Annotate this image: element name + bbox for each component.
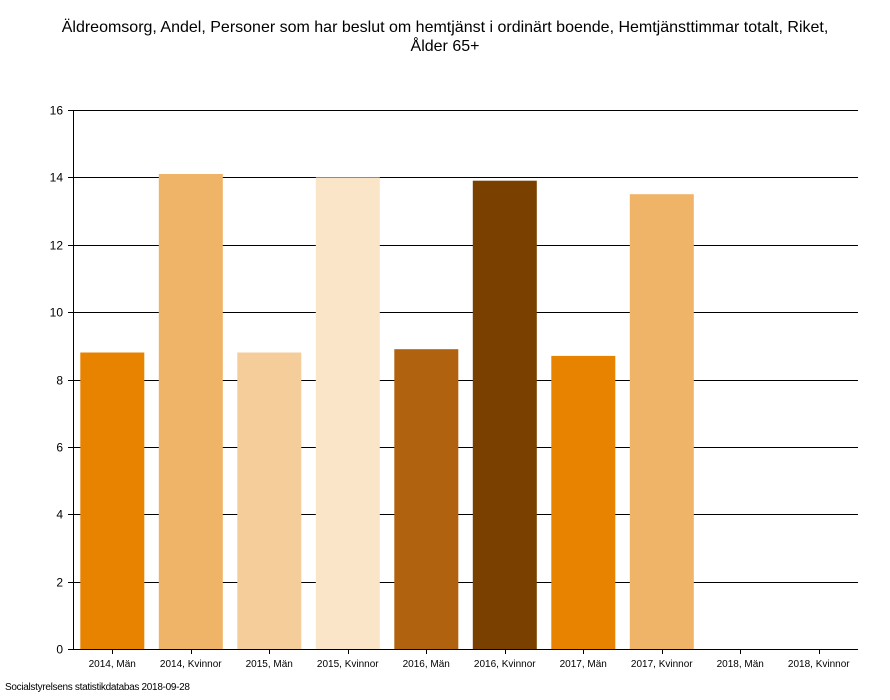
y-tick-label: 2 [56, 576, 63, 590]
x-tick-labels: 2014, Män 2014, Kvinnor 2015, Män 2015, Kvi… [89, 659, 851, 670]
y-tick-label: 0 [56, 643, 63, 657]
bar [80, 352, 145, 649]
bar [237, 352, 302, 649]
bar [158, 174, 223, 649]
chart-title-line-2: Ålder 65+ [410, 38, 480, 55]
y-tick-label: 16 [50, 104, 64, 118]
source-note: Socialstyrelsens statistikdatabas 2018-0… [5, 682, 190, 693]
bar [394, 349, 459, 649]
x-tick-label: 2016, Män [403, 659, 450, 670]
bars [80, 174, 694, 649]
chart-title-line-1: Äldreomsorg, Andel, Personer som har bes… [61, 19, 829, 36]
y-tick-label: 12 [50, 239, 64, 253]
y-tick-label: 10 [50, 306, 64, 320]
x-tick-label: 2017, Män [560, 659, 607, 670]
x-tick-label: 2016, Kvinnor [474, 659, 536, 670]
x-tick-label: 2014, Män [89, 659, 136, 670]
y-tick-label: 4 [56, 508, 63, 522]
chart-title: Äldreomsorg, Andel, Personer som har bes… [0, 18, 890, 56]
axes [68, 110, 858, 654]
y-tick-label: 8 [56, 374, 63, 388]
bar [315, 177, 380, 649]
y-tick-labels: 0 2 4 6 8 10 12 14 16 [50, 104, 64, 657]
x-tick-label: 2015, Kvinnor [317, 659, 379, 670]
x-tick-label: 2018, Kvinnor [788, 659, 850, 670]
x-tick-label: 2014, Kvinnor [160, 659, 222, 670]
x-tick-label: 2017, Kvinnor [631, 659, 693, 670]
bar [629, 194, 694, 649]
bar [472, 180, 537, 649]
x-tick-label: 2015, Män [246, 659, 293, 670]
bar [551, 355, 616, 649]
x-tick-label: 2018, Män [717, 659, 764, 670]
y-tick-label: 6 [56, 441, 63, 455]
y-tick-label: 14 [50, 171, 64, 185]
